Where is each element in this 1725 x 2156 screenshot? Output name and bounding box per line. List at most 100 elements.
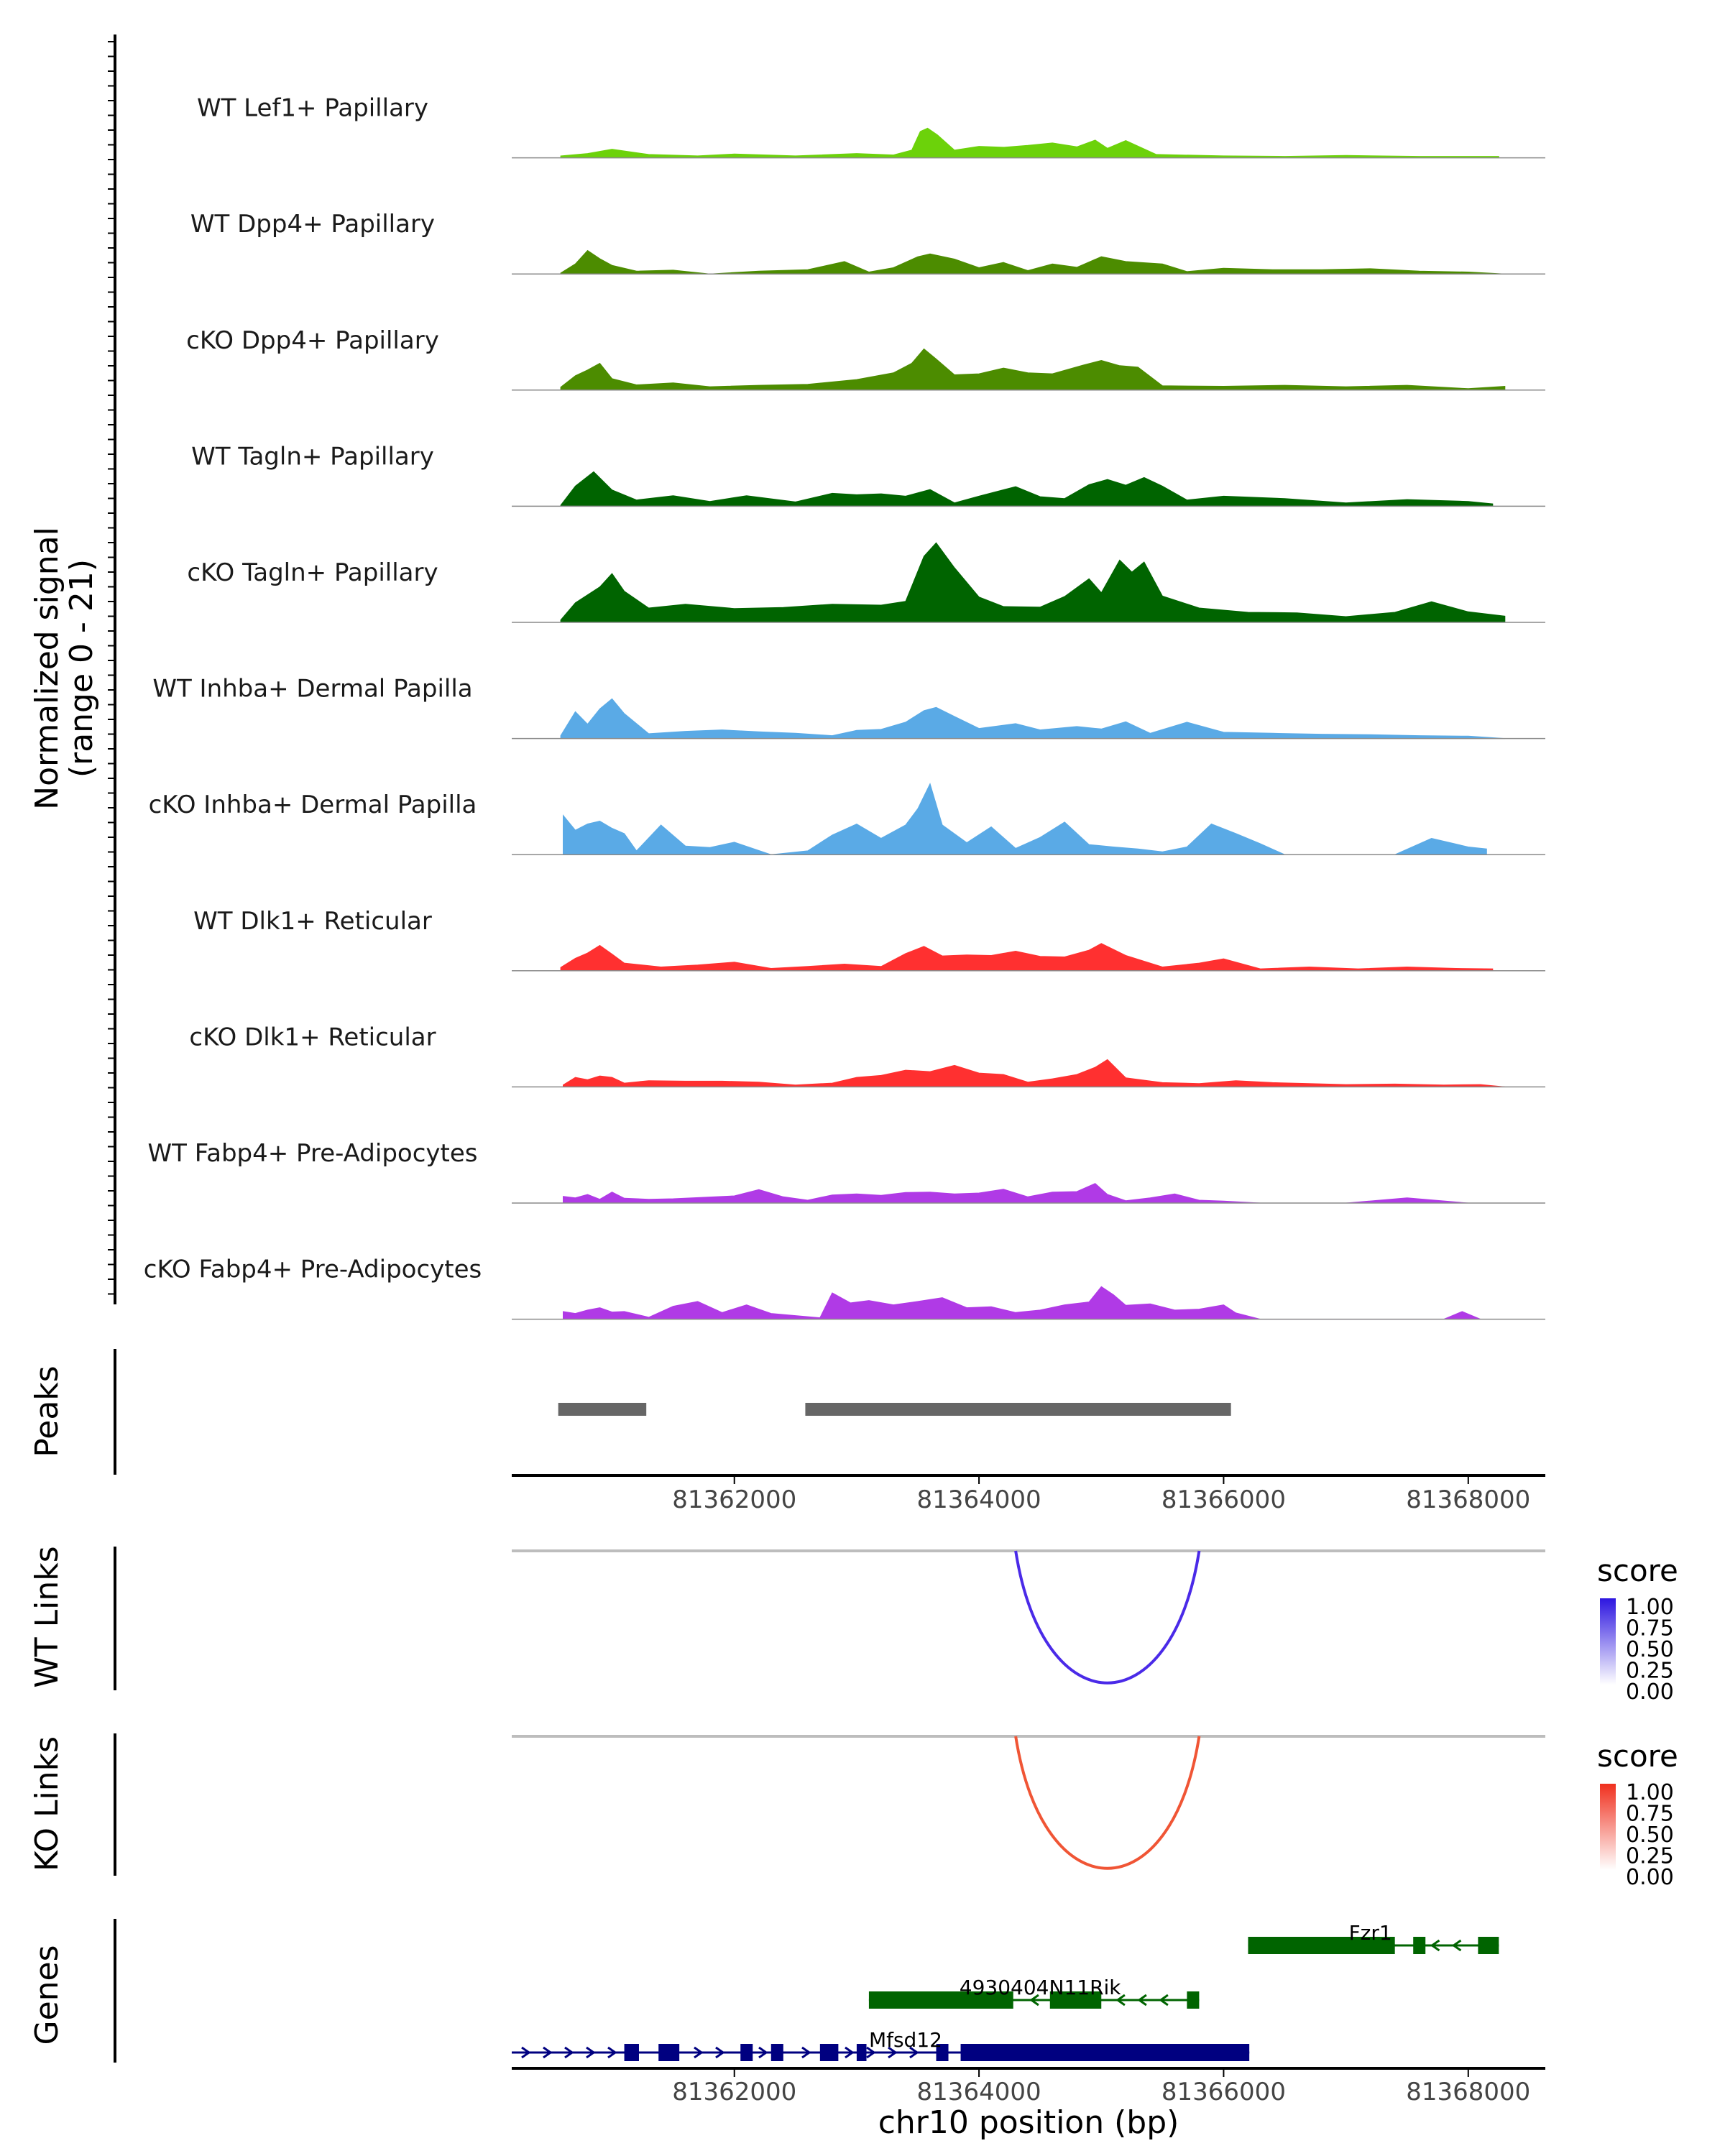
track-label-wt-fabp4-pre-adipocytes: WT Fabp4+ Pre-Adipocytes bbox=[148, 1139, 478, 1168]
gene-strand-arrow bbox=[1029, 1994, 1039, 2007]
gene-label-fzr1: Fzr1 bbox=[1349, 1921, 1392, 1945]
signal-area-wt-fabp4-pre-adipocytes bbox=[563, 1183, 1468, 1204]
track-cko-dlk1-reticular: cKO Dlk1+ Reticular bbox=[189, 1023, 1545, 1088]
track-label-wt-dlk1-reticular: WT Dlk1+ Reticular bbox=[193, 907, 432, 936]
gene-exon bbox=[624, 2044, 639, 2061]
wt_links-track-label: WT Links bbox=[29, 1546, 65, 1687]
gene-strand-arrow bbox=[909, 2046, 919, 2059]
gene-exon bbox=[1049, 1991, 1102, 2009]
ko_legend-title: score bbox=[1597, 1738, 1678, 1774]
track-cko-tagln-papillary: cKO Tagln+ Papillary bbox=[187, 542, 1545, 623]
gene-strand-arrow bbox=[715, 2046, 725, 2059]
track-label-wt-dpp4-papillary: WT Dpp4+ Papillary bbox=[190, 210, 435, 239]
gene-exon bbox=[936, 2044, 949, 2061]
peaks-track: Peaks 81362000 81364000 81366000 81368000 bbox=[29, 1349, 1545, 1514]
peaks-track-label: Peaks bbox=[29, 1365, 65, 1457]
wt_legend-tick-label: 1.00 bbox=[1626, 1595, 1674, 1620]
signal-y-axis-range: (range 0 - 21) bbox=[63, 559, 100, 778]
ko_legend-tick-label: 0.75 bbox=[1626, 1802, 1674, 1827]
track-label-cko-inhba-dermal-papilla: cKO Inhba+ Dermal Papilla bbox=[149, 791, 477, 819]
gene-strand-arrow bbox=[866, 2046, 876, 2059]
gene-mfsd12: Mfsd12 bbox=[512, 2028, 1250, 2061]
track-label-cko-dpp4-papillary: cKO Dpp4+ Papillary bbox=[186, 326, 439, 355]
signal-tracks: WT Lef1+ Papillary WT Dpp4+ Papillary cKO … bbox=[29, 34, 1545, 1320]
signal-area-wt-tagln-papillary bbox=[560, 471, 1494, 507]
wt_legend-tick-label: 0.00 bbox=[1626, 1680, 1674, 1705]
ko_legend-tick-label: 0.25 bbox=[1626, 1844, 1674, 1869]
peaks-x-tick-label: 81364000 bbox=[917, 1485, 1041, 1514]
peaks-x-tick-label: 81366000 bbox=[1162, 1485, 1286, 1514]
gene-exon bbox=[1413, 1937, 1426, 1954]
gene-strand-arrow bbox=[694, 2046, 704, 2059]
genes-x-tick-label: 81366000 bbox=[1162, 2078, 1286, 2106]
ko_links-arc bbox=[1014, 1736, 1201, 1870]
gene-strand-arrow bbox=[564, 2046, 574, 2059]
gene-4930404n11rik: 4930404N11Rik bbox=[868, 1976, 1200, 2009]
ko_legend-tick-label: 1.00 bbox=[1626, 1780, 1674, 1805]
wt-links-track: WT Links bbox=[29, 1546, 1545, 1690]
track-wt-tagln-papillary: WT Tagln+ Papillary bbox=[191, 442, 1545, 507]
gene-exon bbox=[740, 2044, 753, 2061]
peaks-x-tick-label: 81368000 bbox=[1406, 1485, 1530, 1514]
gene-exon bbox=[770, 2044, 783, 2061]
track-label-wt-lef1-papillary: WT Lef1+ Papillary bbox=[197, 94, 428, 123]
gene-exon bbox=[1478, 1937, 1499, 1954]
signal-area-wt-inhba-dermal-papilla bbox=[560, 698, 1505, 740]
gene-strand-arrow bbox=[521, 2046, 531, 2059]
wt_links-arc bbox=[1014, 1550, 1201, 1685]
gene-strand-arrow bbox=[1159, 1994, 1169, 2007]
wt_legend-tick-label: 0.75 bbox=[1626, 1616, 1674, 1641]
gene-strand-arrow bbox=[1116, 1994, 1126, 2007]
genes-track: Genes Fzr1 4930404N11Rik Mfsd12 81362000 8136… bbox=[29, 1919, 1545, 2141]
genes-x-tick-label: 81362000 bbox=[672, 2078, 796, 2106]
ko_legend-colorbar bbox=[1600, 1784, 1616, 1870]
gene-label-mfsd12: Mfsd12 bbox=[869, 2028, 942, 2052]
ko_legend-tick-label: 0.50 bbox=[1626, 1823, 1674, 1848]
peak-region bbox=[558, 1403, 647, 1416]
gene-exon bbox=[819, 2044, 839, 2061]
track-wt-dpp4-papillary: WT Dpp4+ Papillary bbox=[190, 210, 1545, 275]
gene-exon bbox=[856, 2044, 867, 2061]
track-label-wt-inhba-dermal-papilla: WT Inhba+ Dermal Papilla bbox=[152, 675, 472, 704]
gene-strand-arrow bbox=[758, 2046, 768, 2059]
track-wt-inhba-dermal-papilla: WT Inhba+ Dermal Papilla bbox=[152, 675, 1545, 740]
signal-area-wt-dpp4-papillary bbox=[560, 249, 1505, 275]
peaks-x-tick-label: 81362000 bbox=[672, 1485, 796, 1514]
track-cko-inhba-dermal-papilla: cKO Inhba+ Dermal Papilla bbox=[149, 783, 1545, 855]
gene-strand-arrow bbox=[1451, 1939, 1462, 1952]
x-axis-title: chr10 position (bp) bbox=[878, 2104, 1179, 2141]
signal-area-wt-lef1-papillary bbox=[560, 127, 1499, 159]
wt_legend-tick-label: 0.50 bbox=[1626, 1637, 1674, 1662]
signal-area-cko-inhba-dermal-papilla bbox=[563, 783, 1487, 855]
signal-area-wt-dlk1-reticular bbox=[560, 943, 1494, 972]
gene-strand-arrow bbox=[845, 2046, 855, 2059]
track-label-cko-fabp4-pre-adipocytes: cKO Fabp4+ Pre-Adipocytes bbox=[144, 1256, 482, 1284]
track-label-cko-dlk1-reticular: cKO Dlk1+ Reticular bbox=[189, 1023, 436, 1051]
gene-exon bbox=[658, 2044, 680, 2061]
signal-y-axis-title: Normalized signal bbox=[29, 527, 65, 810]
gene-label-4930404n11rik: 4930404N11Rik bbox=[960, 1976, 1122, 1999]
signal-area-cko-fabp4-pre-adipocytes bbox=[563, 1286, 1481, 1320]
track-wt-dlk1-reticular: WT Dlk1+ Reticular bbox=[193, 907, 1545, 972]
signal-area-cko-dlk1-reticular bbox=[563, 1059, 1505, 1087]
gene-exon bbox=[1187, 1991, 1200, 2009]
gene-strand-arrow bbox=[1137, 1994, 1147, 2007]
genes-track-label: Genes bbox=[29, 1945, 65, 2045]
gene-exon bbox=[960, 2044, 1250, 2061]
ko_links-track-label: KO Links bbox=[29, 1736, 65, 1871]
wt_legend-title: score bbox=[1597, 1553, 1678, 1588]
track-label-wt-tagln-papillary: WT Tagln+ Papillary bbox=[191, 442, 434, 471]
gene-exon bbox=[868, 1991, 1013, 2009]
signal-area-cko-tagln-papillary bbox=[560, 542, 1506, 623]
track-wt-fabp4-pre-adipocytes: WT Fabp4+ Pre-Adipocytes bbox=[148, 1139, 1545, 1204]
gene-strand-arrow bbox=[888, 2046, 898, 2059]
peak-region bbox=[805, 1403, 1231, 1416]
gene-strand-arrow bbox=[607, 2046, 617, 2059]
gene-fzr1: Fzr1 bbox=[1248, 1921, 1499, 1954]
gene-strand-arrow bbox=[543, 2046, 553, 2059]
signal-area-cko-dpp4-papillary bbox=[560, 348, 1506, 391]
track-label-cko-tagln-papillary: cKO Tagln+ Papillary bbox=[187, 558, 438, 587]
genes-x-tick-label: 81368000 bbox=[1406, 2078, 1530, 2106]
gene-strand-arrow bbox=[586, 2046, 596, 2059]
